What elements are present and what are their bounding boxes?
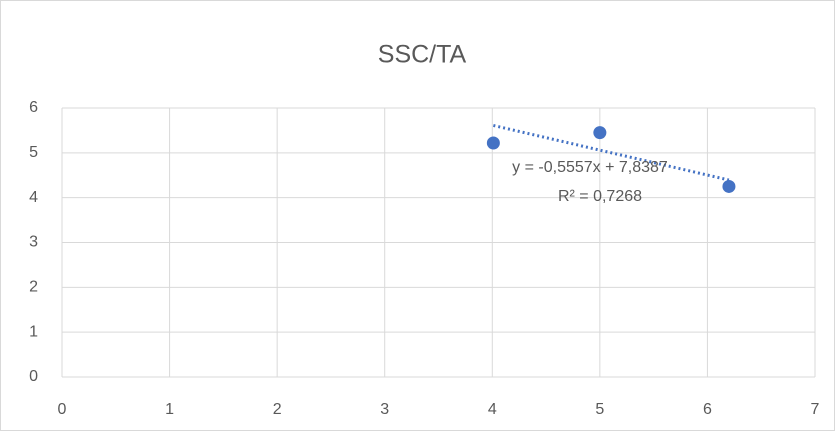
x-tick-label: 0: [58, 401, 67, 418]
y-tick-label: 0: [29, 368, 38, 385]
y-tick-label: 5: [29, 144, 38, 161]
point: [722, 179, 736, 193]
point: [593, 126, 607, 140]
x-tick-label: 4: [488, 401, 497, 418]
y-tick-label: 2: [29, 279, 38, 296]
point: [486, 136, 500, 150]
trendline: [493, 124, 730, 182]
x-tick-label: 5: [595, 401, 604, 418]
trendline-r2: R² = 0,7268: [558, 188, 642, 205]
x-tick-label: 2: [273, 401, 282, 418]
x-tick-label: 7: [811, 401, 820, 418]
y-tick-label: 4: [29, 189, 38, 206]
y-tick-label: 3: [29, 234, 38, 251]
x-tick-label: 1: [165, 401, 174, 418]
chart-title: SSC/TA: [378, 41, 467, 69]
x-tick-label: 6: [703, 401, 712, 418]
x-tick-label: 3: [380, 401, 389, 418]
y-tick-label: 1: [29, 323, 38, 340]
trendline-equation: y = -0,5557x + 7,8387: [512, 159, 668, 176]
y-tick-label: 6: [29, 99, 38, 116]
